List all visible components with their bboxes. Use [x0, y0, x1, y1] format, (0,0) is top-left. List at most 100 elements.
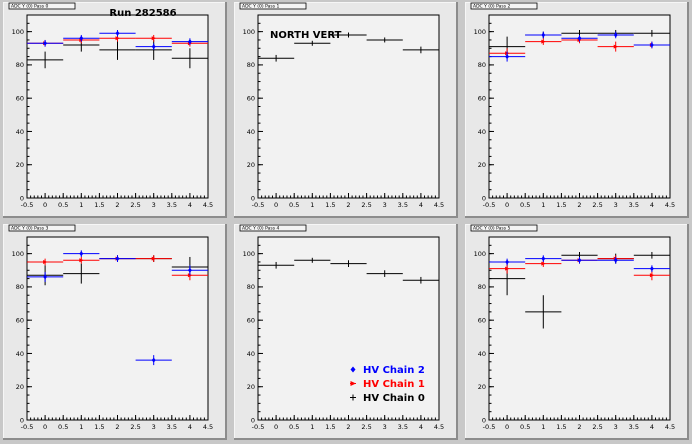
x-tick-label: 2.5	[592, 201, 602, 209]
y-tick-label: 20	[16, 161, 24, 169]
x-tick-label: 1.5	[556, 201, 566, 209]
panel-title: ADC Y (0) Pass 1	[242, 4, 279, 10]
series-chain2	[489, 255, 670, 272]
plot-pad-3: -0.5 0 0.5 1 1.5 2 2.5 3 3.5 4 4.5020406080100ADC …	[465, 2, 689, 218]
series-chain0	[258, 32, 439, 62]
diamond-marker	[541, 32, 546, 38]
series-chain2	[27, 250, 208, 366]
x-tick-label: 3	[614, 201, 618, 209]
y-tick-label: 100	[243, 250, 255, 258]
y-tick-label: 20	[478, 161, 486, 169]
y-tick-label: 100	[474, 250, 486, 258]
x-tick-label: 0.5	[58, 201, 68, 209]
y-tick-label: 40	[16, 128, 24, 136]
legend-label: HV Chain 2	[363, 365, 425, 376]
x-tick-label: 4.5	[434, 201, 444, 209]
y-tick-label: 60	[16, 94, 24, 102]
arrow-marker	[79, 258, 84, 263]
diamond-marker	[151, 44, 156, 50]
x-tick-label: 2	[115, 201, 119, 209]
data-point-chain2	[171, 38, 208, 45]
x-tick-label: 3.5	[398, 423, 408, 431]
arrow-marker	[541, 261, 546, 266]
data-point-chain0	[294, 40, 331, 46]
x-tick-label: -0.5	[252, 201, 265, 209]
diamond-marker	[613, 257, 618, 263]
diamond-marker	[187, 39, 192, 45]
x-tick-label: 3.5	[167, 423, 177, 431]
annotation-text: NORTH VERT	[270, 30, 342, 41]
arrow-marker	[541, 39, 546, 44]
x-tick-label: 2.5	[361, 423, 371, 431]
x-tick-label: 0	[274, 201, 278, 209]
x-tick-label: 4	[188, 201, 192, 209]
diamond-marker	[43, 274, 48, 280]
panel-title-box	[239, 224, 307, 232]
plot-frame	[257, 236, 440, 421]
plot-frame	[26, 236, 209, 421]
data-point-chain2	[489, 258, 526, 266]
data-point-chain0	[258, 261, 295, 269]
data-point-chain0	[171, 48, 208, 69]
y-tick-label: 80	[247, 61, 255, 69]
arrow-marker	[151, 36, 157, 41]
data-point-chain0	[330, 32, 367, 38]
data-point-chain0	[633, 251, 670, 259]
y-tick-label: 20	[247, 161, 255, 169]
x-tick-label: 1	[541, 201, 545, 209]
data-point-chain2	[27, 39, 64, 47]
data-point-chain2	[561, 34, 598, 42]
x-tick-label: 2	[346, 201, 350, 209]
x-tick-label: 3	[152, 423, 156, 431]
arrow-marker	[43, 259, 48, 264]
y-tick-label: 80	[478, 283, 486, 291]
x-tick-label: 4.5	[665, 201, 675, 209]
panel-title-box	[239, 2, 307, 10]
x-tick-label: 2.5	[592, 423, 602, 431]
data-point-chain2	[171, 265, 208, 276]
data-point-chain0	[330, 260, 367, 267]
y-tick-label: 40	[478, 350, 486, 358]
legend-diamond-marker	[350, 366, 356, 373]
x-tick-label: 1.5	[325, 423, 335, 431]
x-tick-label: 3	[383, 423, 387, 431]
plot-pad-1: -0.5 0 0.5 1 1.5 2 2.5 3 3.5 4 4.5020406080100ADC …	[3, 2, 227, 218]
y-tick-label: 0	[251, 416, 255, 424]
data-point-chain2	[27, 271, 64, 282]
diamond-marker	[151, 357, 156, 363]
data-point-chain0	[633, 29, 670, 37]
data-point-chain2	[489, 51, 526, 62]
panel-title-box	[8, 2, 76, 10]
data-point-chain2	[633, 265, 670, 272]
panel-title-box	[470, 2, 538, 10]
legend-entry: HV Chain 0	[350, 393, 425, 404]
x-tick-label: 4	[188, 423, 192, 431]
series-chain2	[27, 29, 208, 50]
x-tick-label: 4.5	[665, 423, 675, 431]
panel-title: ADC Y (0) Pass 4	[242, 226, 279, 232]
x-tick-label: 3	[152, 201, 156, 209]
x-tick-label: -0.5	[21, 201, 34, 209]
x-tick-label: 0.5	[289, 423, 299, 431]
plot-frame	[257, 14, 440, 199]
data-point-chain0	[366, 270, 403, 277]
diamond-marker	[541, 256, 546, 262]
data-point-chain0	[258, 54, 295, 62]
x-tick-label: 3	[614, 423, 618, 431]
panel-title-box	[8, 224, 76, 232]
x-tick-label: 0.5	[289, 201, 299, 209]
x-tick-label: 4	[419, 423, 423, 431]
diamond-marker	[577, 257, 582, 263]
data-point-chain0	[63, 263, 100, 284]
data-point-chain2	[99, 29, 136, 37]
x-tick-label: 0.5	[520, 423, 530, 431]
x-tick-label: 4.5	[203, 423, 213, 431]
x-tick-label: 2	[577, 201, 581, 209]
y-tick-label: 40	[16, 350, 24, 358]
x-tick-label: 4	[650, 423, 654, 431]
x-tick-label: 2	[577, 423, 581, 431]
y-tick-label: 60	[247, 316, 255, 324]
series-chain0	[258, 257, 439, 284]
data-point-chain2	[63, 34, 100, 42]
series-chain0	[27, 38, 208, 69]
